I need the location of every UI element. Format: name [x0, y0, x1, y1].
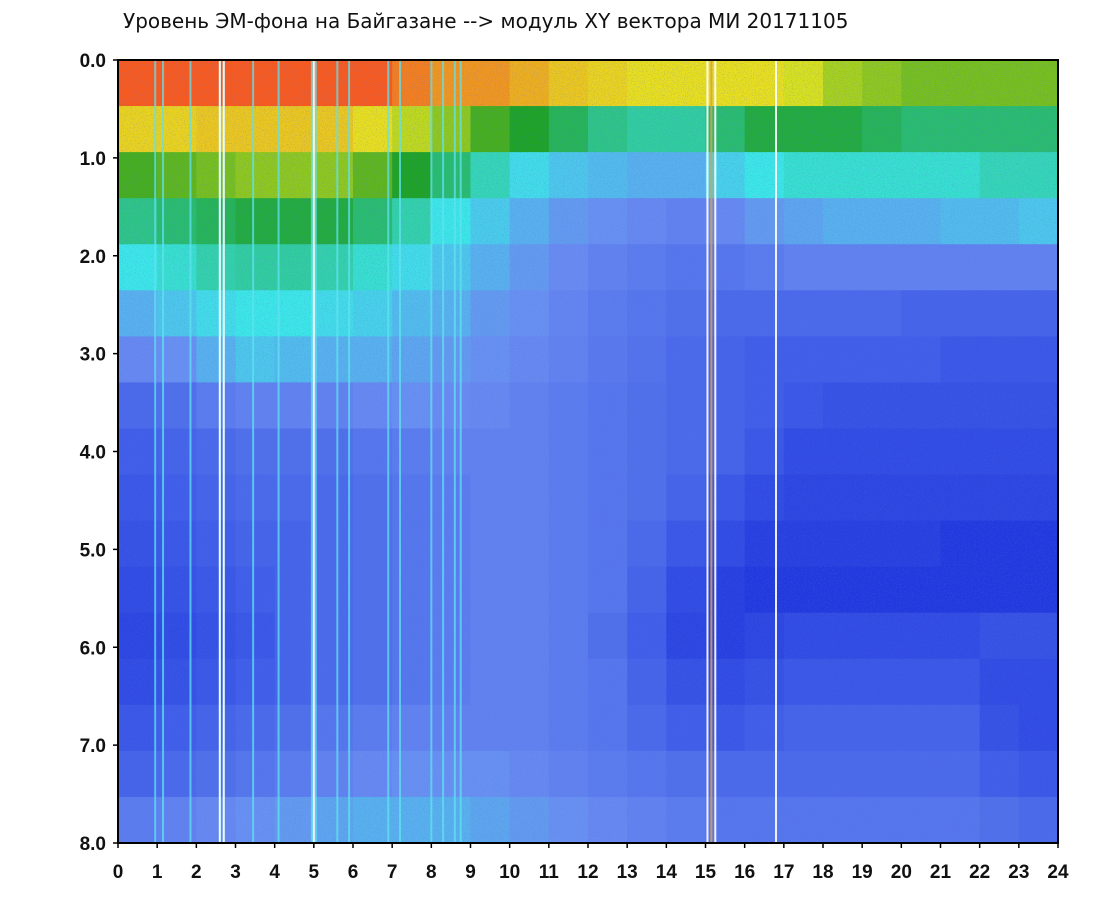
plot-area: [118, 60, 1058, 843]
x-tick-label: 3: [230, 862, 241, 883]
x-tick-label: 8: [426, 862, 437, 883]
x-tick-label: 16: [734, 862, 755, 883]
chart-title: Уровень ЭМ-фона на Байгазане --> модуль …: [123, 9, 848, 33]
x-tick-label: 0: [113, 862, 124, 883]
x-tick-label: 11: [539, 862, 560, 883]
y-tick-label: 3.0: [80, 345, 106, 366]
x-tick-label: 12: [577, 862, 598, 883]
x-tick-label: 14: [656, 862, 678, 883]
vertical-streaks: [154, 60, 777, 843]
x-tick-label: 18: [812, 862, 833, 883]
x-tick-label: 2: [191, 862, 202, 883]
x-tick-label: 5: [309, 862, 320, 883]
x-tick-label: 19: [852, 862, 873, 883]
y-axis: 0.0 1.0 2.0 3.0 4.0 5.0 6.0 7.0 8.0: [80, 51, 118, 855]
x-tick-label: 4: [269, 862, 280, 883]
speckle-overlay: [118, 60, 1058, 843]
x-tick-label: 21: [930, 862, 952, 883]
x-tick-label: 9: [465, 862, 476, 883]
x-tick-label: 24: [1047, 862, 1069, 883]
y-tick-label: 5.0: [80, 540, 106, 561]
x-tick-label: 10: [499, 862, 520, 883]
x-tick-label: 13: [617, 862, 638, 883]
y-tick-label: 2.0: [80, 247, 106, 268]
x-tick-label: 1: [152, 862, 163, 883]
y-tick-label: 8.0: [80, 834, 106, 855]
x-tick-label: 15: [695, 862, 717, 883]
y-tick-label: 4.0: [80, 443, 106, 464]
y-tick-label: 1.0: [80, 149, 106, 170]
x-tick-label: 22: [969, 862, 990, 883]
x-tick-label: 17: [773, 862, 794, 883]
x-tick-label: 7: [387, 862, 398, 883]
x-tick-label: 23: [1008, 862, 1029, 883]
y-tick-label: 7.0: [80, 736, 106, 757]
x-tick-label: 20: [891, 862, 912, 883]
y-tick-label: 0.0: [80, 51, 106, 72]
x-tick-label: 6: [348, 862, 359, 883]
x-axis: 0 1 2 3 4 5 6 7 8 9 10 11 12 13 14 15 16 17 18 19 20 21 22 23 24: [113, 843, 1069, 883]
y-tick-label: 6.0: [80, 638, 106, 659]
